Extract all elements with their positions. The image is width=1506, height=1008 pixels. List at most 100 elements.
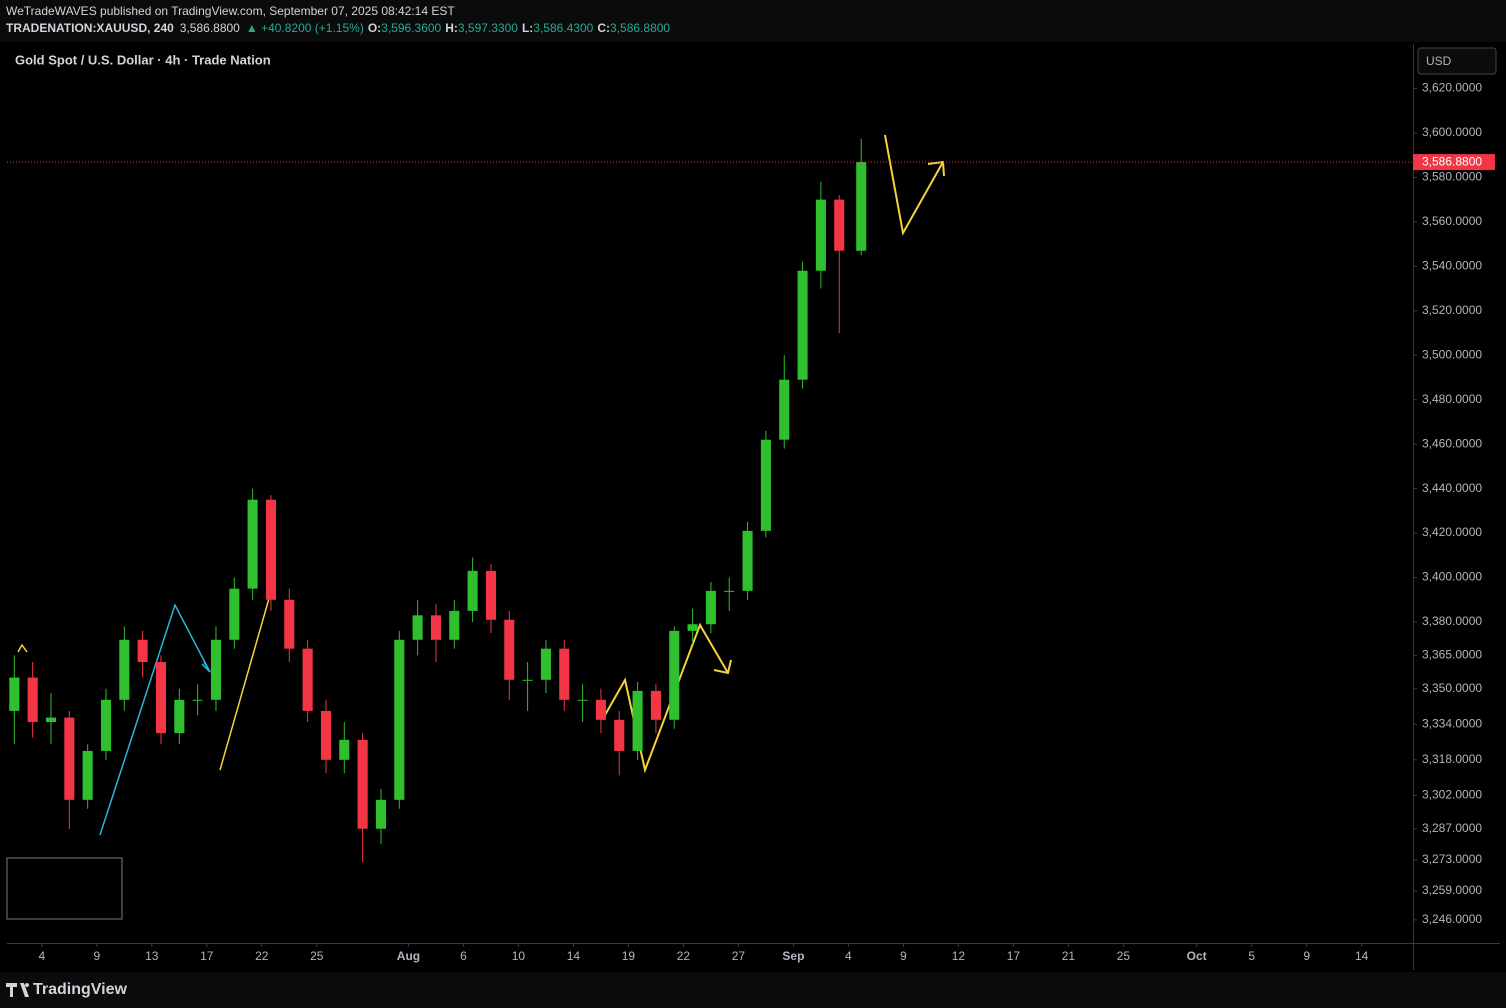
candle-body (687, 624, 698, 631)
currency[interactable]: USD (1426, 54, 1452, 68)
logo (6, 983, 30, 997)
x-tick-label: 14 (567, 949, 581, 963)
x-tick-label: 9 (1303, 949, 1310, 963)
x-tick-label: 5 (1248, 949, 1255, 963)
change: ▲ +40.8200 (+1.15%) (246, 21, 364, 35)
header-line: TRADENATION:XAUUSD, 240 3,586.8800 ▲ +40.8… (6, 21, 670, 35)
x-tick-label: 22 (255, 949, 269, 963)
y-tick-label: 3,420.0000 (1422, 525, 1482, 539)
x-tick-label: 17 (200, 949, 214, 963)
candle-body (430, 615, 441, 640)
ohlc-value: 3,597.3300 (458, 21, 518, 35)
candle-body (559, 648, 570, 700)
candle-body (375, 799, 386, 829)
candle-body (449, 610, 460, 640)
candle-body (45, 717, 57, 723)
candle-body (9, 677, 20, 711)
publisher: WeTradeWAVES published on TradingView.co… (6, 4, 455, 18)
candle-body (705, 590, 716, 625)
x-tick-label: Oct (1187, 949, 1207, 963)
candle-body (724, 590, 735, 592)
candle-body (339, 739, 350, 760)
y-tick-label: 3,318.0000 (1422, 752, 1482, 766)
footer (0, 972, 1506, 1008)
candle-body (742, 530, 753, 591)
candle-body (82, 750, 93, 800)
candle-body (119, 639, 130, 700)
x-tick-label: 27 (732, 949, 746, 963)
drawings (17, 134, 945, 836)
chart-title: Gold Spot / U.S. Dollar · 4h · Trade Nat… (15, 52, 271, 67)
candle-body (504, 619, 515, 680)
candle-body (650, 690, 661, 720)
candle-body (394, 639, 405, 800)
y-tick-label: 3,287.0000 (1422, 821, 1482, 835)
symbol: TRADENATION:XAUUSD, 240 (6, 21, 174, 35)
x-tick-label: 9 (93, 949, 100, 963)
blue-path (99, 603, 211, 836)
candle-body (467, 570, 478, 611)
yellow-arrow (713, 659, 732, 675)
candle-body (210, 639, 222, 700)
y-tick-label: 3,302.0000 (1422, 788, 1482, 802)
brand: TradingView (33, 981, 128, 998)
x-tick-label: 19 (622, 949, 636, 963)
x-tick-label: 4 (845, 949, 852, 963)
candle-body (265, 499, 277, 600)
header-bar (0, 0, 1506, 42)
currency-button[interactable] (1417, 47, 1497, 75)
y-tick-label: 3,500.0000 (1422, 347, 1482, 361)
y-tick-label: 3,365.0000 (1422, 648, 1482, 662)
box (6, 857, 123, 920)
x-tick-label: 9 (900, 949, 907, 963)
y-tick-label: 3,540.0000 (1422, 258, 1482, 272)
x-tick-label: 22 (677, 949, 691, 963)
y-tick-label: 3,620.0000 (1422, 81, 1482, 95)
ohlc-value: 3,586.8800 (610, 21, 670, 35)
candle-body (856, 162, 867, 251)
plot: 3,620.0000 3,600.0000 3,580.0000 3,560.0000… (7, 81, 1495, 963)
y-tick-label: 3,400.0000 (1422, 570, 1482, 584)
candle-body (522, 679, 533, 681)
candle-body (229, 588, 240, 640)
candle-body (577, 699, 588, 701)
last-price-label: 3,586.8800 (1422, 154, 1482, 168)
x-tick-label: 4 (38, 949, 45, 963)
y-tick-label: 3,350.0000 (1422, 681, 1482, 695)
ohlc-value: 3,586.4300 (533, 21, 593, 35)
candle-body (137, 639, 148, 663)
y-tick-label: 3,380.0000 (1422, 614, 1482, 628)
x-tick-label: 13 (145, 949, 159, 963)
ohlc-value: 3,596.3600 (381, 21, 441, 35)
candle-body (834, 199, 845, 251)
candle-body (64, 717, 75, 800)
candle-body (797, 270, 808, 380)
ohlc-label: L: (522, 21, 533, 35)
last-price-tag (1413, 154, 1495, 171)
candle-body (247, 499, 258, 589)
candle-body (540, 648, 551, 680)
candle-body (632, 690, 643, 751)
x-tick-label: 10 (512, 949, 526, 963)
blue-arrow (201, 661, 211, 673)
yellow-line (219, 587, 273, 771)
x-tick-label: 6 (460, 949, 467, 963)
candle-body (174, 699, 185, 734)
y-tick-label: 3,460.0000 (1422, 436, 1482, 450)
x-tick-label: 17 (1007, 949, 1021, 963)
candle-body (614, 719, 625, 751)
x-tick-label: 25 (1117, 949, 1131, 963)
y-tick-label: 3,520.0000 (1422, 303, 1482, 317)
last: 3,586.8800 (180, 21, 240, 35)
candle-body (779, 379, 790, 440)
candle-body (357, 739, 368, 829)
x-tick-label: 21 (1062, 949, 1076, 963)
candle-body (302, 648, 313, 711)
candle-body (485, 570, 496, 620)
candle-body (595, 699, 606, 720)
yellow-forecast (884, 134, 944, 236)
y-tick-label: 3,246.0000 (1422, 912, 1482, 926)
